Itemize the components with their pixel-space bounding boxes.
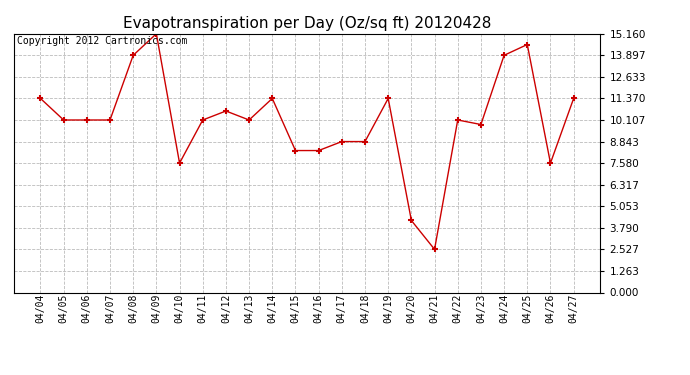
Text: Copyright 2012 Cartronics.com: Copyright 2012 Cartronics.com (17, 36, 187, 46)
Title: Evapotranspiration per Day (Oz/sq ft) 20120428: Evapotranspiration per Day (Oz/sq ft) 20… (123, 16, 491, 31)
